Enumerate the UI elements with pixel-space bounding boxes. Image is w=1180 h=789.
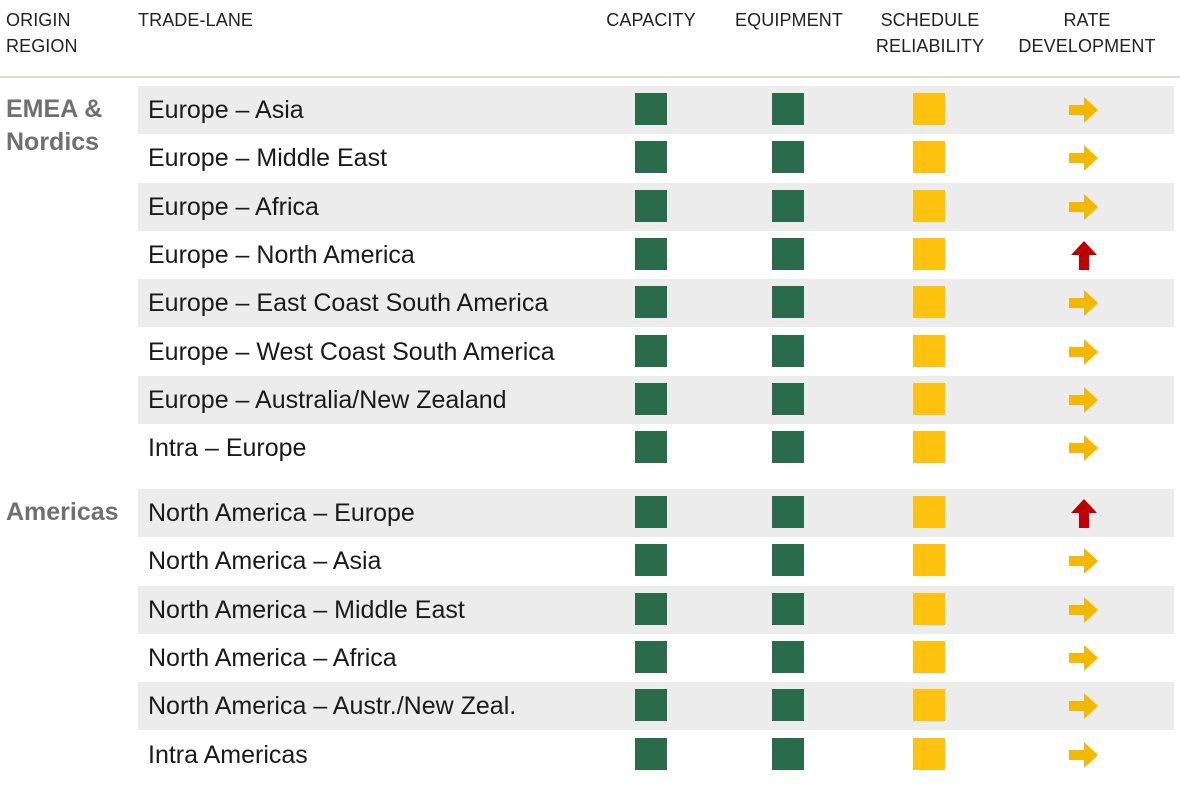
table-row: Intra Americas — [138, 731, 1174, 779]
trade-lane-name: Europe – Asia — [148, 96, 304, 124]
capacity-status-square — [635, 544, 667, 576]
capacity-status-square — [635, 689, 667, 721]
trade-lane-name: Intra Americas — [148, 741, 308, 769]
schedule-reliability-status-square — [913, 383, 945, 415]
trade-lane-name: North America – Africa — [148, 644, 397, 672]
capacity-status-square — [635, 93, 667, 125]
header-capacity: CAPACITY — [606, 10, 696, 30]
schedule-reliability-status-square — [913, 738, 945, 770]
capacity-status-square — [635, 431, 667, 463]
schedule-reliability-status-square — [913, 496, 945, 528]
capacity-status-square — [635, 496, 667, 528]
capacity-status-square — [635, 286, 667, 318]
table-header: ORIGIN REGION TRADE-LANE CAPACITY EQUIPM… — [0, 0, 1180, 76]
equipment-status-square — [772, 238, 804, 270]
table-row: North America – Africa — [138, 634, 1174, 682]
equipment-status-square — [772, 544, 804, 576]
equipment-status-square — [772, 641, 804, 673]
header-origin-region: ORIGIN REGION — [6, 10, 78, 56]
capacity-status-square — [635, 641, 667, 673]
table-row: North America – Europe — [138, 489, 1174, 537]
trade-lane-name: North America – Asia — [148, 547, 382, 575]
table-row: Europe – Australia/New Zealand — [138, 376, 1174, 424]
arrow-right-icon — [1066, 543, 1102, 579]
table-row: North America – Austr./New Zeal. — [138, 682, 1174, 730]
equipment-status-square — [772, 190, 804, 222]
equipment-status-square — [772, 689, 804, 721]
schedule-reliability-status-square — [913, 689, 945, 721]
table-row: North America – Asia — [138, 537, 1174, 585]
origin-region-label: EMEA & Nordics — [6, 95, 103, 156]
trade-lane-name: North America – Middle East — [148, 596, 465, 624]
trade-lane-name: Europe – Middle East — [148, 144, 388, 172]
trade-lane-name: Europe – Africa — [148, 193, 319, 221]
table-row: Europe – North America — [138, 231, 1174, 279]
arrow-up-icon — [1066, 237, 1102, 273]
equipment-status-square — [772, 431, 804, 463]
origin-region-label: Americas — [6, 498, 119, 526]
table-row: Europe – Middle East — [138, 134, 1174, 182]
capacity-status-square — [635, 238, 667, 270]
arrow-right-icon — [1066, 92, 1102, 128]
trade-lane-name: Europe – East Coast South America — [148, 289, 549, 317]
table-row: Europe – East Coast South America — [138, 279, 1174, 327]
schedule-reliability-status-square — [913, 93, 945, 125]
arrow-right-icon — [1066, 140, 1102, 176]
capacity-status-square — [635, 190, 667, 222]
header-rate-development: RATE DEVELOPMENT — [1018, 10, 1156, 56]
arrow-right-icon — [1066, 737, 1102, 773]
schedule-reliability-status-square — [913, 238, 945, 270]
arrow-right-icon — [1066, 430, 1102, 466]
trade-lane-name: North America – Europe — [148, 499, 415, 527]
arrow-right-icon — [1066, 382, 1102, 418]
arrow-right-icon — [1066, 592, 1102, 628]
equipment-status-square — [772, 286, 804, 318]
header-schedule-reliability: SCHEDULE RELIABILITY — [875, 10, 985, 56]
equipment-status-square — [772, 141, 804, 173]
header-trade-lane: TRADE-LANE — [138, 10, 254, 30]
capacity-status-square — [635, 383, 667, 415]
table-row: Europe – West Coast South America — [138, 328, 1174, 376]
trade-lane-name: Europe – Australia/New Zealand — [148, 386, 507, 414]
schedule-reliability-status-square — [913, 593, 945, 625]
capacity-status-square — [635, 335, 667, 367]
capacity-status-square — [635, 593, 667, 625]
equipment-status-square — [772, 335, 804, 367]
arrow-right-icon — [1066, 334, 1102, 370]
schedule-reliability-status-square — [913, 286, 945, 318]
table-row: Europe – Africa — [138, 183, 1174, 231]
equipment-status-square — [772, 593, 804, 625]
arrow-right-icon — [1066, 285, 1102, 321]
table-row: North America – Middle East — [138, 586, 1174, 634]
schedule-reliability-status-square — [913, 544, 945, 576]
equipment-status-square — [772, 496, 804, 528]
arrow-right-icon — [1066, 640, 1102, 676]
trade-lane-name: Europe – North America — [148, 241, 415, 269]
arrow-up-icon — [1066, 495, 1102, 531]
trade-lane-name: Europe – West Coast South America — [148, 338, 555, 366]
schedule-reliability-status-square — [913, 641, 945, 673]
arrow-right-icon — [1066, 688, 1102, 724]
schedule-reliability-status-square — [913, 141, 945, 173]
header-divider — [0, 76, 1180, 78]
schedule-reliability-status-square — [913, 335, 945, 367]
equipment-status-square — [772, 738, 804, 770]
equipment-status-square — [772, 93, 804, 125]
arrow-right-icon — [1066, 189, 1102, 225]
header-equipment: EQUIPMENT — [735, 10, 843, 30]
capacity-status-square — [635, 141, 667, 173]
trade-lane-name: North America – Austr./New Zeal. — [148, 692, 517, 720]
table-row: Intra – Europe — [138, 424, 1174, 472]
table-row: Europe – Asia — [138, 86, 1174, 134]
equipment-status-square — [772, 383, 804, 415]
trade-lane-name: Intra – Europe — [148, 434, 307, 462]
schedule-reliability-status-square — [913, 431, 945, 463]
capacity-status-square — [635, 738, 667, 770]
schedule-reliability-status-square — [913, 190, 945, 222]
